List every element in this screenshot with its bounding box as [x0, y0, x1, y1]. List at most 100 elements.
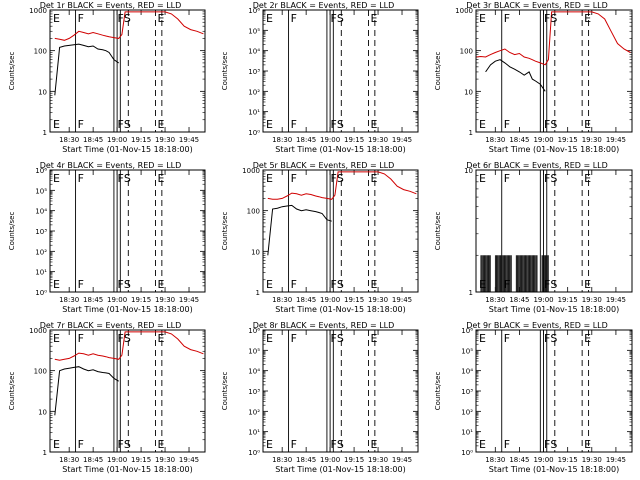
event-marker-e: E	[370, 118, 377, 131]
y-tick-label: 10²	[248, 88, 260, 96]
x-tick-label: 18:30	[485, 136, 505, 144]
event-marker-top-s: S	[337, 172, 344, 185]
event-marker-top-f: F	[78, 12, 84, 25]
event-marker-f: F	[331, 118, 337, 131]
chart-det-1r: Det 1r BLACK = Events, RED = LLD 1 10 100 10…	[8, 1, 206, 154]
y-tick-label: 1	[469, 129, 473, 137]
y-tick-label: 10	[464, 88, 473, 96]
y-tick-label: 10	[464, 167, 473, 175]
x-axis-label: Start Time (01-Nov-15 18:18:00)	[489, 305, 619, 314]
x-tick-label: 19:30	[582, 136, 602, 144]
y-tick-label: 10⁴	[35, 208, 47, 216]
y-tick-label: 1000	[455, 7, 473, 15]
x-tick-label: 19:15	[344, 456, 364, 464]
x-tick-label: 18:30	[59, 136, 79, 144]
event-marker-e: E	[370, 278, 377, 291]
chart-title: Det 2r BLACK = Events, RED = LLD	[253, 1, 395, 10]
corner-marker-label-bottom: E	[479, 118, 486, 131]
x-tick-label: 18:30	[59, 296, 79, 304]
event-marker-top-e: E	[370, 172, 377, 185]
corner-marker-label: E	[479, 12, 486, 25]
event-marker-s: S	[550, 438, 557, 451]
corner-marker-label-bottom: E	[53, 278, 60, 291]
event-marker-top-e: E	[157, 172, 164, 185]
plot-frame	[49, 9, 206, 133]
y-tick-label: 10	[38, 408, 47, 416]
x-tick-label: 18:30	[485, 296, 505, 304]
event-marker-f: F	[291, 438, 297, 451]
x-tick-label: 19:45	[606, 296, 626, 304]
y-tick-label: 10²	[248, 408, 260, 416]
y-tick-label: 10⁰	[35, 289, 47, 297]
event-marker-s: S	[337, 118, 344, 131]
y-tick-label: 100	[247, 208, 260, 216]
plot-frame	[262, 9, 419, 133]
x-tick-label: 19:15	[558, 136, 578, 144]
x-tick-label: 19:15	[558, 456, 578, 464]
event-marker-top-f: F	[78, 172, 84, 185]
y-tick-label: 1	[43, 129, 47, 137]
event-marker-top-f: F	[504, 332, 510, 345]
y-axis-label: Counts/sec	[221, 372, 229, 411]
y-tick-label: 10⁶	[461, 327, 473, 335]
x-tick-label: 19:00	[320, 136, 340, 144]
y-tick-label: 10³	[35, 228, 47, 236]
event-marker-top-e: E	[157, 12, 164, 25]
chart-det-2r: Det 2r BLACK = Events, RED = LLD 10⁰ 10¹ 10…	[221, 1, 419, 154]
plot-frame	[49, 169, 206, 293]
event-marker-f: F	[544, 438, 550, 451]
plot-frame	[262, 169, 419, 293]
x-tick-label: 19:00	[533, 136, 553, 144]
x-tick-label: 19:45	[392, 136, 412, 144]
plot-frame	[475, 9, 633, 133]
event-marker-e: E	[584, 278, 591, 291]
corner-marker-label-bottom: E	[53, 118, 60, 131]
x-tick-label: 19:30	[368, 296, 388, 304]
y-axis-label: Counts/sec	[8, 212, 16, 251]
event-marker-s: S	[124, 438, 131, 451]
y-tick-label: 10⁰	[461, 449, 473, 457]
y-tick-label: 10¹	[248, 109, 260, 117]
y-tick-label: 1	[469, 289, 473, 297]
event-marker-f: F	[504, 118, 510, 131]
y-tick-label: 100	[34, 48, 47, 56]
event-marker-top-e: E	[157, 332, 164, 345]
event-marker-s: S	[550, 278, 557, 291]
event-marker-top-f: F	[291, 12, 297, 25]
corner-marker-label: E	[266, 172, 273, 185]
y-axis-label: Counts/sec	[434, 52, 442, 91]
x-tick-label: 18:30	[272, 136, 292, 144]
event-marker-top-e: E	[370, 332, 377, 345]
chart-title: Det 6r BLACK = Events, RED = LLD	[466, 161, 608, 170]
x-tick-label: 19:30	[582, 456, 602, 464]
y-axis-label: Counts/sec	[8, 372, 16, 411]
y-tick-label: 10⁴	[248, 48, 260, 56]
event-marker-f: F	[504, 278, 510, 291]
x-tick-label: 18:45	[509, 136, 529, 144]
event-marker-top-s: S	[550, 332, 557, 345]
y-tick-label: 10⁶	[35, 167, 47, 175]
series-events	[54, 43, 119, 96]
corner-marker-label-bottom: E	[266, 118, 273, 131]
x-tick-label: 19:45	[179, 296, 199, 304]
plot-frame	[49, 329, 206, 453]
y-tick-label: 10³	[461, 388, 473, 396]
event-marker-f: F	[118, 278, 124, 291]
event-marker-f: F	[291, 118, 297, 131]
x-tick-label: 19:30	[155, 456, 175, 464]
x-tick-label: 19:00	[320, 296, 340, 304]
corner-marker-label: E	[266, 332, 273, 345]
y-tick-label: 1	[43, 449, 47, 457]
corner-marker-label-bottom: E	[53, 438, 60, 451]
event-marker-top-s: S	[550, 172, 557, 185]
y-tick-label: 1000	[242, 167, 260, 175]
y-tick-label: 10	[251, 248, 260, 256]
chart-title: Det 9r BLACK = Events, RED = LLD	[466, 321, 608, 330]
x-axis-label: Start Time (01-Nov-15 18:18:00)	[275, 465, 405, 474]
event-marker-e: E	[584, 438, 591, 451]
chart-title: Det 1r BLACK = Events, RED = LLD	[40, 1, 182, 10]
x-tick-label: 18:45	[296, 296, 316, 304]
event-marker-e: E	[584, 118, 591, 131]
y-tick-label: 10¹	[35, 269, 47, 277]
